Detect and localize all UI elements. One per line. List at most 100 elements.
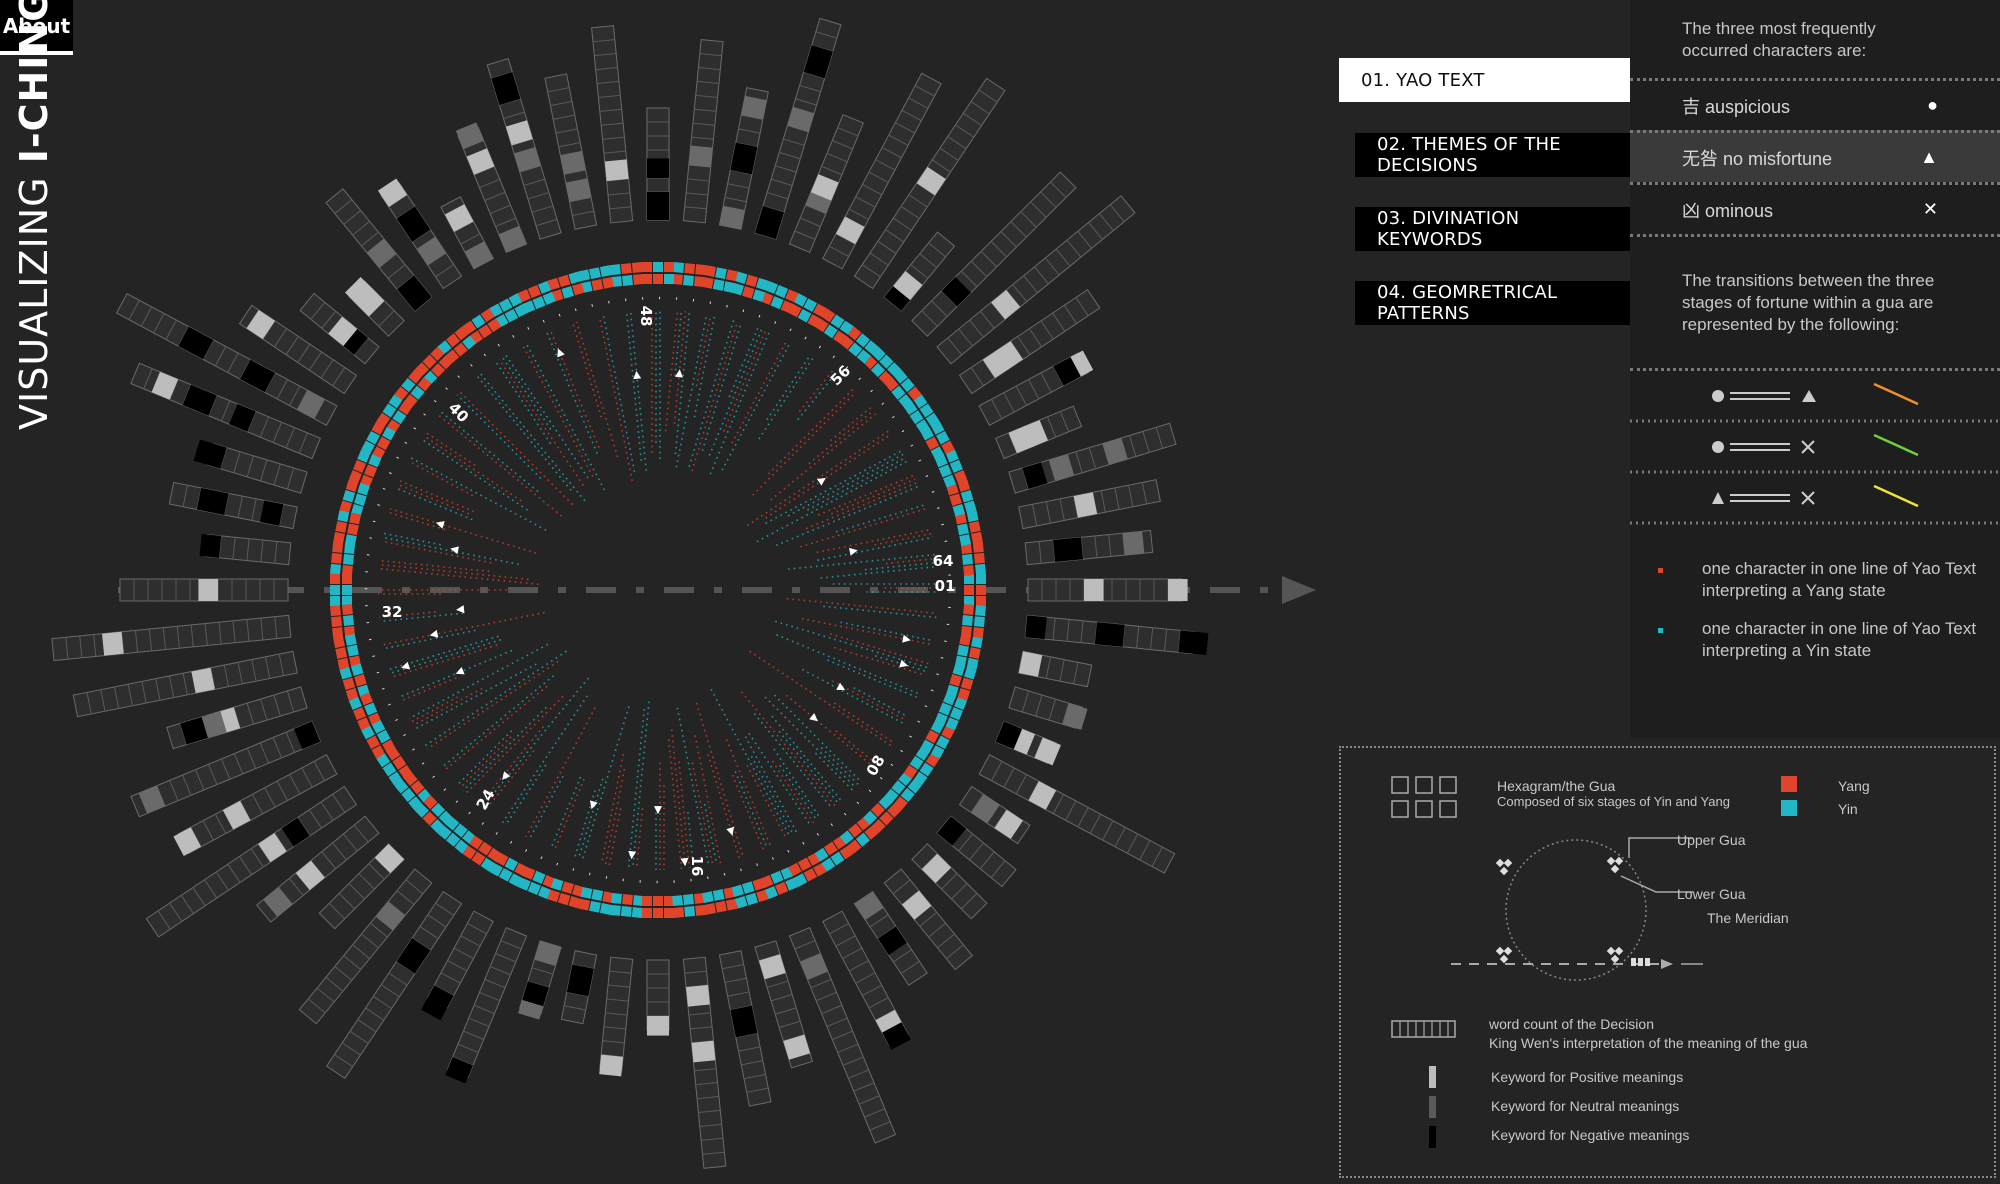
keyword-mark bbox=[258, 833, 287, 863]
word-count-bar bbox=[560, 950, 598, 1025]
hexagram bbox=[884, 771, 922, 811]
yao-ray bbox=[775, 474, 919, 547]
hexagram bbox=[376, 394, 413, 434]
yao-ray bbox=[785, 694, 878, 769]
keyword-mark bbox=[229, 403, 256, 432]
transition-marker-icon bbox=[502, 771, 511, 780]
word-count-bar bbox=[486, 57, 562, 240]
hexagram bbox=[702, 265, 738, 294]
inner-dot-ring bbox=[364, 296, 952, 884]
transition-marker-icon bbox=[849, 547, 858, 556]
keyword-mark bbox=[758, 954, 786, 980]
keyword-mark bbox=[182, 384, 217, 416]
yao-ray bbox=[776, 633, 919, 698]
word-count-bar bbox=[599, 956, 634, 1077]
gua-diagram bbox=[1451, 837, 1703, 981]
tab-geometry[interactable]: 04. GEOMRETRICAL PATTERNS bbox=[1355, 281, 1630, 325]
ring-label: 16 bbox=[688, 856, 706, 877]
keyword-mark bbox=[1178, 630, 1209, 656]
keyword-mark bbox=[196, 487, 229, 515]
word-count-bar bbox=[883, 868, 973, 971]
keyword-mark bbox=[366, 238, 397, 268]
char-row-ominous[interactable]: 凶 ominous ✕ bbox=[1630, 182, 2000, 234]
char-row-auspicious[interactable]: 吉 auspicious ● bbox=[1630, 78, 2000, 130]
keyword-mark bbox=[941, 277, 971, 307]
word-count-bar bbox=[298, 868, 433, 1025]
meridian-line bbox=[118, 576, 1316, 604]
yang-swatch bbox=[1781, 776, 1797, 792]
word-count-sub: King Wen's interpretation of the meaning… bbox=[1489, 1035, 1808, 1051]
yao-ray bbox=[456, 391, 574, 506]
ring-label: 01 bbox=[935, 577, 956, 595]
yao-ray bbox=[379, 605, 465, 623]
about-tab[interactable]: About bbox=[0, 0, 73, 55]
word-count-bar bbox=[978, 350, 1094, 426]
hexagram bbox=[330, 604, 356, 639]
keyword-mark bbox=[995, 721, 1023, 750]
lower-gua-label: Lower Gua bbox=[1677, 886, 1746, 902]
hexagram bbox=[642, 262, 674, 284]
yang-label: Yang bbox=[1838, 778, 1870, 794]
tab-keywords[interactable]: 03. DIVINATION KEYWORDS bbox=[1355, 207, 1630, 251]
keyword-mark bbox=[491, 71, 521, 106]
word-count-bar bbox=[115, 293, 338, 426]
char-label: 凶 ominous bbox=[1682, 200, 1774, 221]
word-count-bar bbox=[168, 481, 298, 530]
hexagram bbox=[361, 720, 396, 759]
keyword-mark bbox=[994, 809, 1023, 839]
keyword-mark bbox=[505, 120, 533, 146]
word-count-bar bbox=[958, 289, 1101, 395]
yao-ray bbox=[756, 450, 908, 543]
yao-ray bbox=[478, 677, 589, 811]
yao-character-dots bbox=[364, 296, 952, 884]
keyword-mark bbox=[377, 178, 408, 207]
hexagram bbox=[946, 479, 977, 517]
word-count-bar bbox=[646, 107, 670, 221]
panel-intro: The three most frequently occurred chara… bbox=[1682, 19, 1876, 60]
word-count-bar bbox=[591, 25, 634, 224]
yao-ray bbox=[598, 315, 636, 482]
keyword-mark bbox=[178, 326, 214, 360]
keyword-mark bbox=[296, 390, 325, 419]
hexagram bbox=[960, 604, 986, 639]
hexagram bbox=[609, 262, 644, 288]
keyword-mark bbox=[901, 890, 932, 920]
meridian-label: The Meridian bbox=[1707, 910, 1789, 926]
transition-marker-icon bbox=[450, 546, 459, 555]
transitions-intro: The transitions between the three stages… bbox=[1682, 271, 1935, 334]
hexagram bbox=[903, 394, 940, 434]
hexagram bbox=[760, 280, 799, 314]
tab-yao-text[interactable]: 01. YAO TEXT bbox=[1339, 58, 1630, 102]
active-tab-arrow bbox=[1606, 58, 1632, 102]
hexagram bbox=[333, 510, 362, 546]
word-count-bar bbox=[883, 231, 956, 312]
keyword-mark bbox=[921, 853, 952, 884]
word-count-icon bbox=[1391, 1020, 1456, 1038]
transition-marker-icon bbox=[899, 659, 909, 668]
word-count-bar bbox=[754, 940, 814, 1069]
hexagram bbox=[863, 346, 902, 385]
yao-ray bbox=[651, 310, 661, 460]
yao-ray bbox=[786, 597, 938, 619]
hexagram bbox=[672, 262, 707, 288]
word-count-bar bbox=[788, 113, 864, 254]
keyword-mark bbox=[971, 794, 1000, 824]
keyword-mark bbox=[566, 964, 594, 997]
keyword-mark bbox=[199, 534, 222, 558]
word-count-bar bbox=[822, 910, 911, 1050]
word-count-bar bbox=[51, 614, 292, 662]
transition-legend bbox=[1630, 382, 2000, 525]
yao-ray bbox=[574, 706, 630, 860]
word-count-bar bbox=[978, 754, 1176, 874]
hexagram bbox=[489, 293, 528, 328]
hexagram bbox=[462, 835, 502, 872]
yao-ray bbox=[550, 776, 585, 851]
yao-ray bbox=[832, 583, 938, 593]
char-row-no-misfortune[interactable]: 无咎 no misfortune ▲ bbox=[1630, 130, 2000, 182]
word-count-bar bbox=[718, 950, 772, 1107]
ring-label: 48 bbox=[637, 306, 655, 327]
word-count-bar bbox=[440, 196, 494, 270]
tab-themes[interactable]: 02. THEMES OF THE DECISIONS bbox=[1355, 133, 1630, 177]
keyword-mark bbox=[193, 439, 227, 469]
keyword-mark bbox=[1053, 537, 1084, 562]
